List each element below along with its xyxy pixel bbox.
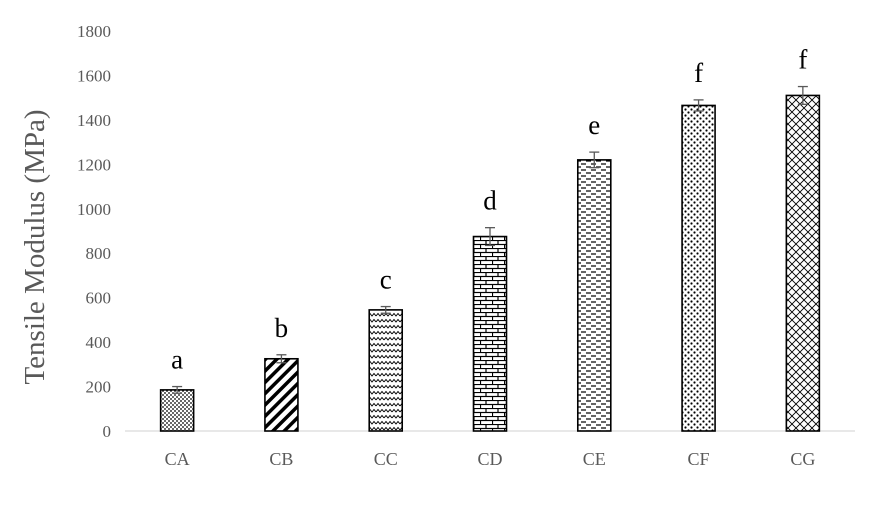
bar-cd bbox=[472, 235, 508, 432]
y-axis-title: Tensile Modulus (MPa) bbox=[19, 109, 51, 384]
category-label-cc: CC bbox=[374, 449, 398, 469]
error-bar-cf bbox=[693, 99, 704, 112]
x-axis-categories: CA CB CC CD CE CF CG bbox=[165, 449, 816, 469]
category-label-cd: CD bbox=[477, 449, 502, 469]
y-tick-label: 200 bbox=[86, 378, 112, 397]
y-tick-label: 1800 bbox=[77, 22, 111, 41]
category-label-cg: CG bbox=[790, 449, 815, 469]
significance-label-ca: a bbox=[171, 345, 183, 375]
error-bar-cd bbox=[485, 227, 495, 247]
bar-cg bbox=[785, 94, 821, 432]
y-tick-label: 400 bbox=[86, 333, 112, 352]
error-bar-cc bbox=[380, 305, 391, 314]
y-tick-label: 1400 bbox=[77, 111, 111, 130]
significance-label-cc: c bbox=[380, 265, 392, 295]
category-label-cb: CB bbox=[269, 449, 293, 469]
significance-label-cg: f bbox=[798, 45, 807, 75]
significance-label-ce: e bbox=[588, 110, 600, 140]
bar-cc bbox=[368, 309, 404, 432]
bars bbox=[159, 94, 821, 432]
error-bar-cb bbox=[276, 354, 287, 364]
error-bar-ce bbox=[589, 151, 600, 169]
error-bar-cg bbox=[797, 85, 808, 105]
error-bar-ca bbox=[172, 385, 183, 394]
y-tick-label: 1000 bbox=[77, 200, 111, 219]
bar-cf bbox=[681, 104, 716, 432]
y-tick-label: 800 bbox=[86, 244, 112, 263]
y-tick-label: 0 bbox=[103, 422, 112, 441]
bar-ce bbox=[576, 159, 612, 432]
significance-labels: a b c d e f f bbox=[171, 45, 807, 375]
significance-label-cf: f bbox=[694, 58, 703, 88]
y-tick-label: 1200 bbox=[77, 155, 111, 174]
significance-label-cb: b bbox=[275, 313, 289, 343]
category-label-cf: CF bbox=[688, 449, 710, 469]
error-bars bbox=[172, 85, 808, 394]
y-tick-label: 1600 bbox=[77, 66, 111, 85]
category-label-ce: CE bbox=[583, 449, 606, 469]
category-label-ca: CA bbox=[165, 449, 190, 469]
bar-ca bbox=[159, 389, 195, 432]
bar-cb bbox=[264, 357, 299, 432]
y-tick-label: 600 bbox=[86, 289, 112, 308]
significance-label-cd: d bbox=[483, 186, 497, 216]
y-axis-ticks: 0 200 400 600 800 1000 1200 1400 1600 1800 bbox=[77, 22, 111, 441]
